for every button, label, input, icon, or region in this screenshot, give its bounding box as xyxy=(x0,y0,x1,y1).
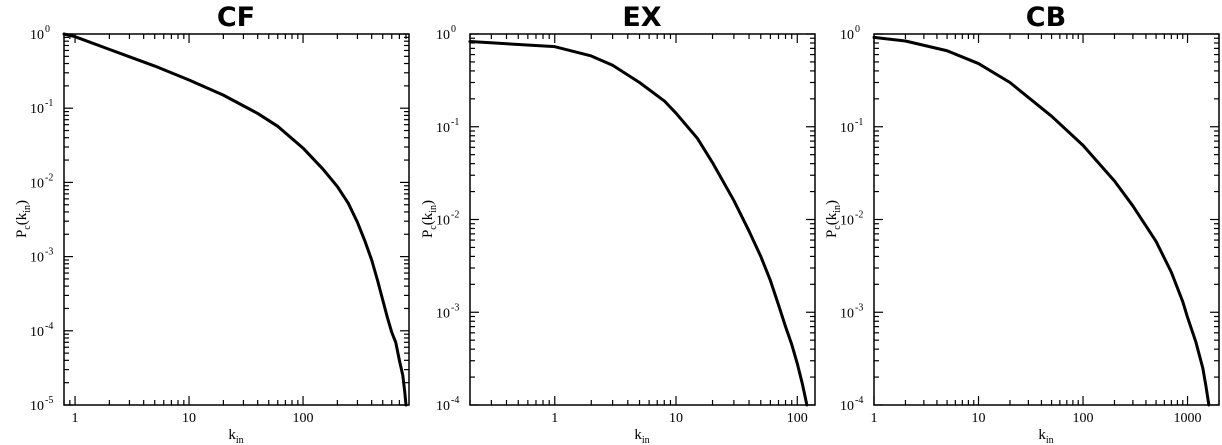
y-tick-exponent: -4 xyxy=(45,321,53,332)
x-tick-label: 100 xyxy=(787,411,808,426)
y-tick-label: 10 xyxy=(436,306,450,321)
x-tick-label: 1000 xyxy=(1174,411,1202,426)
x-axis-label: kin xyxy=(634,427,649,445)
y-tick-exponent: -3 xyxy=(45,247,53,258)
y-tick-exponent: -1 xyxy=(855,117,863,128)
y-tick-label: 10 xyxy=(436,28,450,43)
y-tick-exponent: -2 xyxy=(855,210,863,221)
x-tick-label: 100 xyxy=(293,411,314,426)
y-axis-label: Pc(kin) xyxy=(14,200,33,238)
axis-ticks xyxy=(469,33,815,406)
y-tick-exponent: -4 xyxy=(855,395,863,406)
y-tick-exponent: -1 xyxy=(451,117,459,128)
x-tick-label: 100 xyxy=(1073,411,1094,426)
y-tick-exponent: 0 xyxy=(451,24,456,35)
axis-ticks xyxy=(873,33,1220,406)
y-tick-label: 10 xyxy=(30,28,44,43)
x-tick-label: 1 xyxy=(72,411,79,426)
y-tick-exponent: -2 xyxy=(45,172,53,183)
chart-title: EX xyxy=(622,2,661,33)
y-tick-label: 10 xyxy=(840,28,854,43)
x-axis-label: kin xyxy=(1038,427,1053,445)
y-tick-label: 10 xyxy=(840,214,854,229)
y-tick-label: 10 xyxy=(436,214,450,229)
y-tick-label: 10 xyxy=(840,306,854,321)
y-tick-label: 10 xyxy=(840,121,854,136)
y-tick-exponent: -3 xyxy=(451,302,459,313)
y-axis-label: Pc(kin) xyxy=(420,200,439,238)
y-tick-label: 10 xyxy=(30,325,44,340)
plot-frame xyxy=(873,33,1220,406)
y-tick-label: 10 xyxy=(30,176,44,191)
y-tick-label: 10 xyxy=(840,399,854,414)
x-tick-label: 1 xyxy=(551,411,558,426)
y-tick-label: 10 xyxy=(30,399,44,414)
y-tick-exponent: 0 xyxy=(45,24,50,35)
plot-frame xyxy=(469,33,816,406)
y-tick-label: 10 xyxy=(30,251,44,266)
x-tick-label: 10 xyxy=(669,411,683,426)
x-axis-label: kin xyxy=(228,427,243,445)
y-tick-exponent: -5 xyxy=(45,395,53,406)
x-tick-label: 10 xyxy=(182,411,196,426)
plot-frame xyxy=(63,33,410,406)
x-tick-label: 10 xyxy=(972,411,986,426)
chart-title: CB xyxy=(1026,2,1066,33)
series-line xyxy=(872,35,1211,407)
series-line xyxy=(62,32,408,407)
x-tick-label: 1 xyxy=(871,411,878,426)
y-tick-exponent: -2 xyxy=(451,210,459,221)
y-tick-exponent: -4 xyxy=(451,395,459,406)
y-tick-label: 10 xyxy=(436,399,450,414)
y-tick-label: 10 xyxy=(30,102,44,117)
y-axis-label: Pc(kin) xyxy=(824,200,843,238)
y-tick-exponent: -1 xyxy=(45,98,53,109)
axis-ticks xyxy=(63,33,409,406)
y-tick-label: 10 xyxy=(436,121,450,136)
chart-title: CF xyxy=(217,2,255,33)
y-tick-exponent: 0 xyxy=(855,24,860,35)
series-line xyxy=(468,40,809,407)
y-tick-exponent: -3 xyxy=(855,302,863,313)
